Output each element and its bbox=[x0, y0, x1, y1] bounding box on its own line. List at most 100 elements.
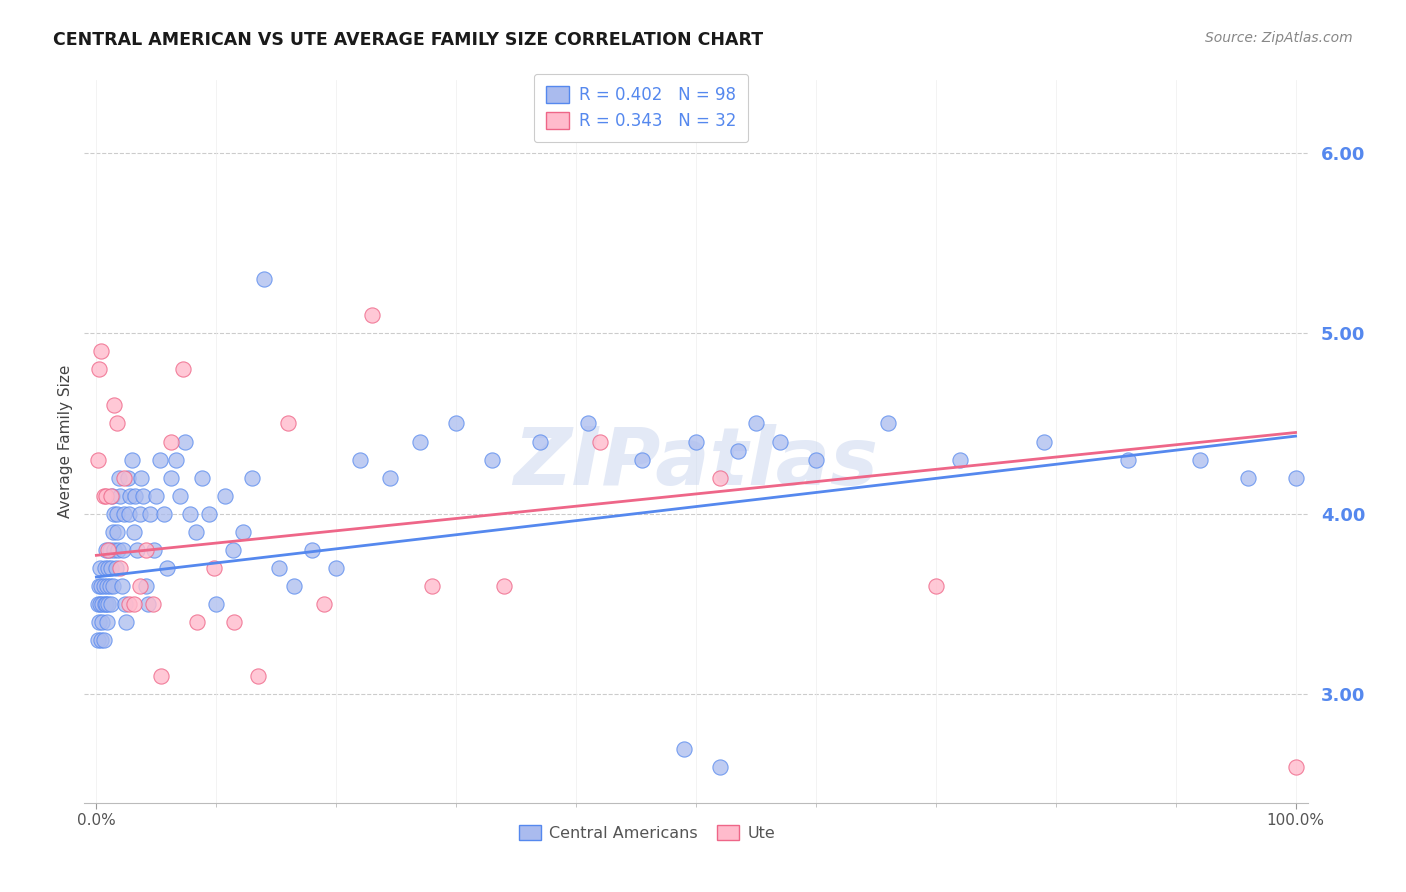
Point bbox=[142, 542, 165, 557]
Point bbox=[149, 452, 172, 467]
Y-axis label: Average Family Size: Average Family Size bbox=[58, 365, 73, 518]
Point bbox=[409, 434, 432, 449]
Point bbox=[314, 597, 336, 611]
Point bbox=[128, 579, 150, 593]
Point bbox=[165, 452, 187, 467]
Point bbox=[672, 741, 695, 756]
Point bbox=[100, 561, 122, 575]
Point bbox=[139, 507, 162, 521]
Point bbox=[118, 507, 141, 521]
Point bbox=[1284, 759, 1306, 773]
Point bbox=[97, 597, 120, 611]
Point bbox=[115, 615, 138, 630]
Point bbox=[101, 489, 124, 503]
Point bbox=[127, 542, 149, 557]
Point bbox=[86, 633, 108, 648]
Point bbox=[267, 561, 290, 575]
Point bbox=[132, 489, 155, 503]
Point bbox=[94, 489, 117, 503]
Point bbox=[1116, 452, 1139, 467]
Point bbox=[122, 597, 145, 611]
Point bbox=[301, 542, 323, 557]
Point bbox=[100, 489, 122, 503]
Point bbox=[103, 398, 125, 412]
Point bbox=[198, 507, 221, 521]
Point bbox=[101, 524, 124, 539]
Point bbox=[202, 561, 225, 575]
Point bbox=[98, 542, 121, 557]
Point bbox=[87, 615, 110, 630]
Point bbox=[222, 542, 245, 557]
Point bbox=[142, 597, 165, 611]
Point bbox=[1188, 452, 1211, 467]
Point bbox=[136, 597, 159, 611]
Point bbox=[91, 615, 114, 630]
Point bbox=[232, 524, 254, 539]
Point bbox=[112, 507, 135, 521]
Point bbox=[745, 417, 768, 431]
Point bbox=[769, 434, 792, 449]
Point bbox=[277, 417, 299, 431]
Point bbox=[108, 470, 131, 484]
Point bbox=[444, 417, 467, 431]
Point bbox=[247, 669, 270, 683]
Point bbox=[114, 597, 136, 611]
Text: CENTRAL AMERICAN VS UTE AVERAGE FAMILY SIZE CORRELATION CHART: CENTRAL AMERICAN VS UTE AVERAGE FAMILY S… bbox=[53, 31, 763, 49]
Point bbox=[179, 507, 201, 521]
Point bbox=[90, 344, 112, 359]
Point bbox=[159, 470, 181, 484]
Point bbox=[93, 561, 117, 575]
Point bbox=[100, 597, 122, 611]
Point bbox=[253, 272, 276, 286]
Point bbox=[110, 489, 132, 503]
Point bbox=[709, 759, 731, 773]
Point bbox=[949, 452, 972, 467]
Point bbox=[361, 308, 384, 322]
Point bbox=[93, 579, 115, 593]
Point bbox=[214, 489, 236, 503]
Point bbox=[1236, 470, 1258, 484]
Point bbox=[576, 417, 599, 431]
Point bbox=[135, 579, 157, 593]
Point bbox=[380, 470, 402, 484]
Point bbox=[121, 452, 143, 467]
Point bbox=[122, 524, 145, 539]
Point bbox=[283, 579, 305, 593]
Point bbox=[86, 597, 108, 611]
Point bbox=[481, 452, 503, 467]
Point bbox=[96, 579, 118, 593]
Point bbox=[1284, 470, 1306, 484]
Point bbox=[420, 579, 443, 593]
Point bbox=[93, 597, 117, 611]
Point bbox=[159, 434, 181, 449]
Text: Source: ZipAtlas.com: Source: ZipAtlas.com bbox=[1205, 31, 1353, 45]
Point bbox=[103, 507, 125, 521]
Point bbox=[685, 434, 707, 449]
Point bbox=[93, 633, 115, 648]
Point bbox=[631, 452, 654, 467]
Point bbox=[107, 542, 129, 557]
Point bbox=[117, 470, 139, 484]
Point bbox=[110, 561, 132, 575]
Point bbox=[101, 579, 124, 593]
Point bbox=[186, 615, 208, 630]
Point bbox=[111, 542, 134, 557]
Point bbox=[876, 417, 898, 431]
Point bbox=[325, 561, 347, 575]
Point bbox=[89, 561, 111, 575]
Point bbox=[205, 597, 228, 611]
Point bbox=[90, 633, 112, 648]
Point bbox=[925, 579, 948, 593]
Point bbox=[128, 507, 150, 521]
Point bbox=[94, 597, 117, 611]
Point bbox=[727, 443, 749, 458]
Point bbox=[103, 542, 125, 557]
Point bbox=[98, 579, 121, 593]
Point bbox=[96, 615, 118, 630]
Point bbox=[94, 542, 117, 557]
Point bbox=[135, 542, 157, 557]
Point bbox=[129, 470, 152, 484]
Point bbox=[1032, 434, 1054, 449]
Point bbox=[804, 452, 827, 467]
Point bbox=[184, 524, 207, 539]
